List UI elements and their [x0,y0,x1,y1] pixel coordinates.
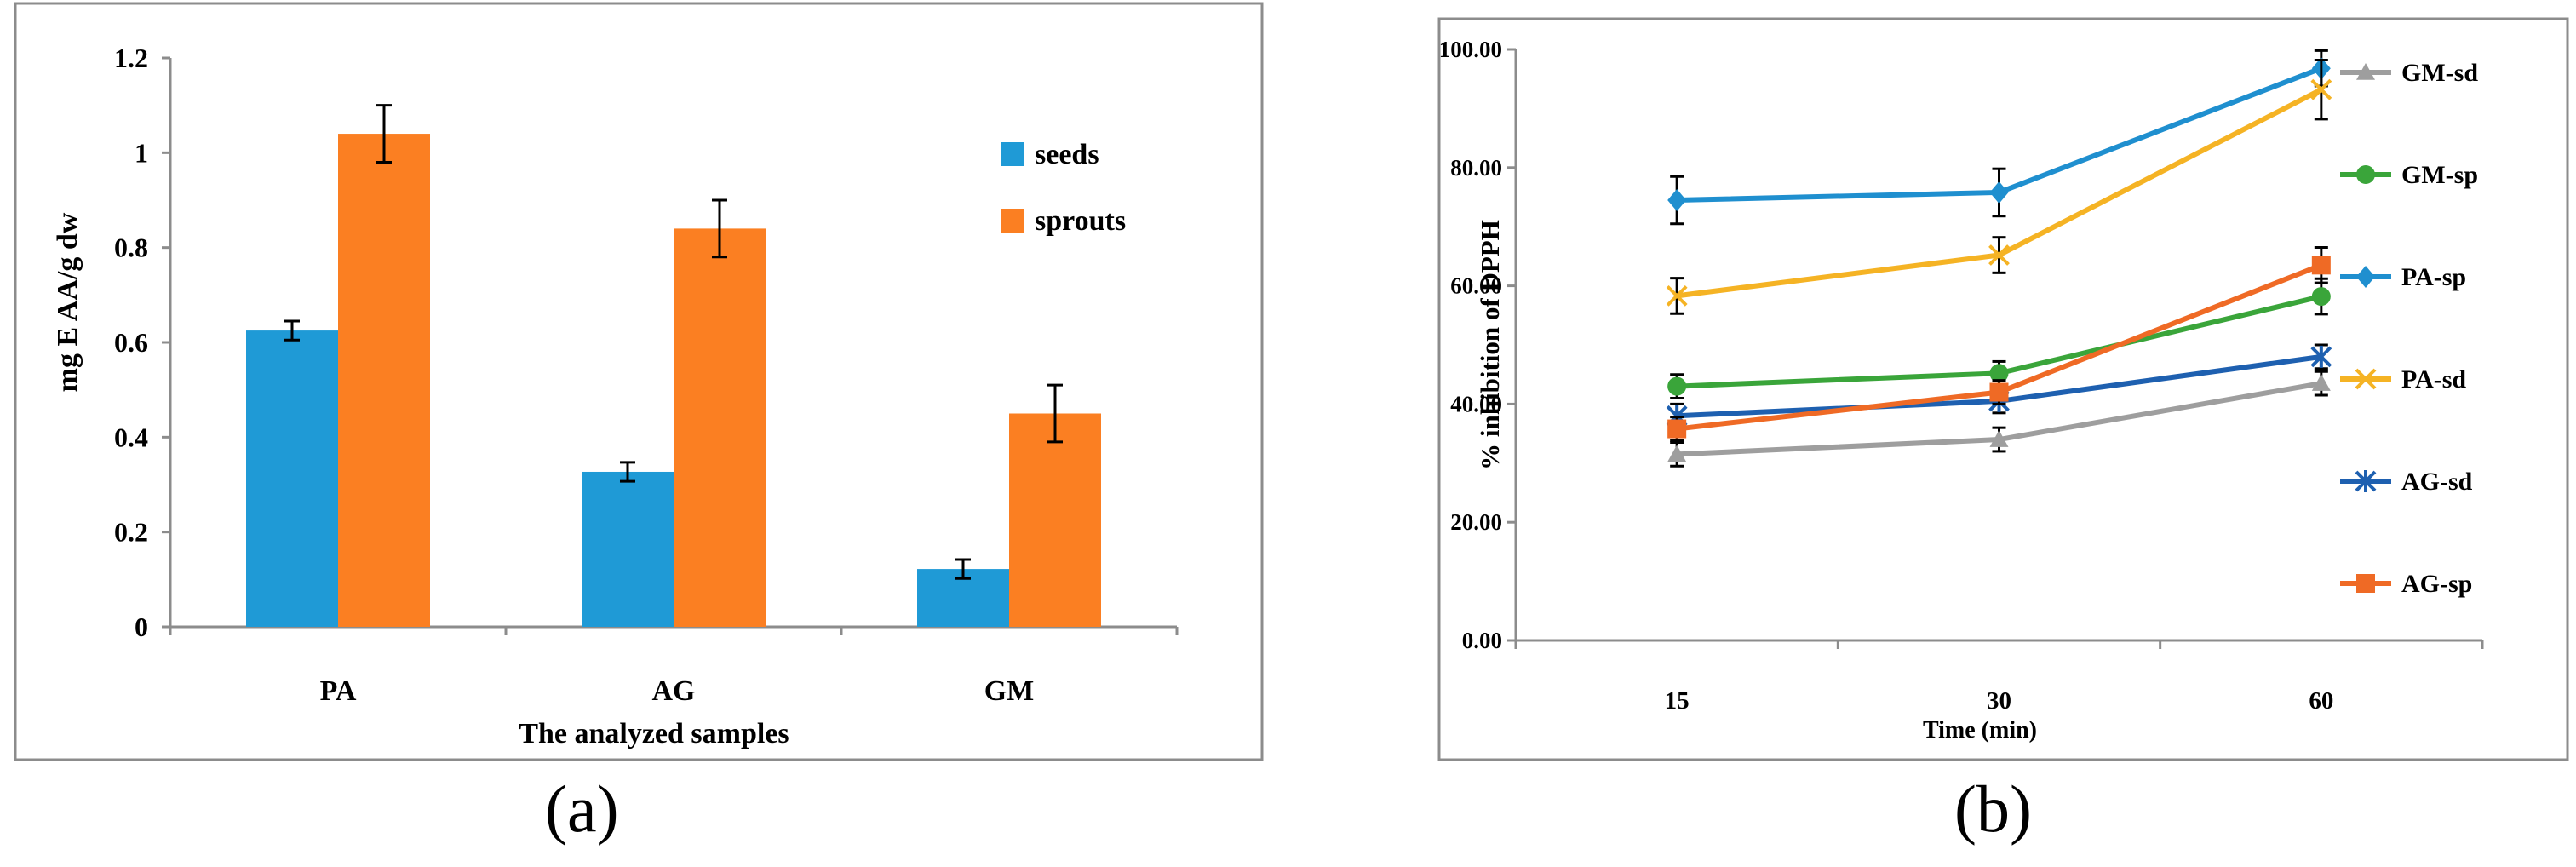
chart-a-legend-label: seeds [1035,139,1099,170]
chart-a-y-tick-label: 1 [135,137,148,168]
chart-b-point-GM-sd [2311,374,2331,391]
chart-a-y-tick-label: 1.2 [114,43,148,73]
chart-b-x-tick-label: 60 [2309,687,2333,715]
chart-a-y-axis-label: mg E AA/g dw [52,212,83,392]
chart-b-y-tick-label: 60.00 [1450,273,1502,299]
chart-b-y-tick-label: 100.00 [1439,37,1502,62]
chart-a-legend: seeds sprouts [1001,139,1126,237]
chart-b-legend-marker-PA-sd [2355,368,2377,390]
chart-b-legend-marker-AG-sd [2355,470,2377,492]
chart-b-labels: Time (min) % inhibition of DPPH 0.00 20.0… [1439,37,2334,744]
chart-b-legend-marker-PA-sp [2356,266,2375,288]
chart-a-y-tick-label: 0.8 [114,233,148,263]
chart-b-x-tick-label: 30 [1987,687,2011,715]
chart-b-point-PA-sd [1666,284,1688,307]
chart-a-x-tick-label: AG [652,675,696,707]
chart-a-labels: The analyzed samples mg E AA/g dw 0 0.2 0.… [52,43,1034,749]
chart-a-legend-swatch-seeds [1001,142,1024,166]
chart-b-y-axis-label: % inhibition of DPPH [1475,220,1505,470]
chart-b-legend-marker-GM-sp [2356,165,2375,184]
chart-a-bar-seeds-PA [246,330,338,627]
chart-b-point-AG-sp [2311,256,2331,275]
chart-b-point-PA-sp [1989,181,2009,204]
chart-b-point-AG-sd [2310,345,2332,368]
chart-b: Time (min) % inhibition of DPPH 0.00 20.0… [1439,37,2484,744]
chart-b-axes [1507,48,2484,649]
chart-b-x-axis-label: Time (min) [1923,717,2037,744]
chart-b-point-AG-sp [1989,382,2009,402]
chart-b-point-GM-sp [1989,364,2009,383]
chart-b-legend-label: AG-sd [2401,468,2473,496]
chart-b-legend-label: AG-sp [2401,570,2472,598]
chart-b-y-tick-label: 80.00 [1450,155,1502,181]
chart-b-legend: GM-sd GM-sp PA-sp PA-sd AG-sd AG-sp [2340,59,2478,598]
chart-a-x-axis-label: The analyzed samples [519,718,789,749]
chart-a-y-tick-label: 0 [135,611,148,642]
chart-a-bar-sprouts-PA [338,134,430,628]
chart-a-bars [246,104,1101,628]
chart-a-y-tick-label: 0.6 [114,327,148,358]
chart-b-point-PA-sd [1988,244,2010,266]
chart-a-frame [14,2,1264,761]
chart-b-point-PA-sp [1667,188,1687,211]
chart-b-frame [1437,17,2569,761]
chart-a-x-tick-label: PA [320,675,357,707]
chart-b-point-GM-sd [1667,445,1687,462]
chart-b-legend-label: PA-sp [2401,263,2466,291]
panel-label-a: (a) [545,772,619,846]
chart-a-bar-sprouts-AG [674,228,766,627]
chart-b-point-GM-sp [1667,376,1687,396]
chart-a-y-tick-label: 0.2 [114,517,148,548]
chart-b-legend-label: PA-sd [2401,365,2466,393]
chart-b-point-PA-sd [2310,78,2332,100]
chart-a-bar-seeds-AG [582,471,674,627]
chart-b-legend-label: GM-sp [2401,161,2478,189]
chart-a-legend-label: sprouts [1035,205,1126,237]
chart-b-y-tick-label: 0.00 [1462,628,1502,653]
chart-a-legend-swatch-sprouts [1001,209,1024,233]
chart-b-legend-label: GM-sd [2401,59,2478,87]
chart-b-series [1666,49,2332,468]
chart-b-point-GM-sp [2311,287,2331,307]
chart-b-y-tick-label: 40.00 [1450,391,1502,416]
chart-b-legend-marker-GM-sd [2356,63,2375,80]
chart-a-y-tick-label: 0.4 [114,422,148,452]
chart-b-point-GM-sd [1989,430,2009,447]
chart-b-point-AG-sp [1667,419,1687,439]
chart-b-x-tick-label: 15 [1665,687,1690,715]
panel-label-b: (b) [1954,772,2032,846]
chart-b-legend-marker-AG-sp [2356,574,2375,593]
chart-b-y-tick-label: 20.00 [1450,509,1502,535]
chart-a: The analyzed samples mg E AA/g dw 0 0.2 0.… [52,43,1179,749]
chart-a-bar-sprouts-GM [1009,413,1101,627]
chart-a-x-tick-label: GM [984,675,1035,707]
